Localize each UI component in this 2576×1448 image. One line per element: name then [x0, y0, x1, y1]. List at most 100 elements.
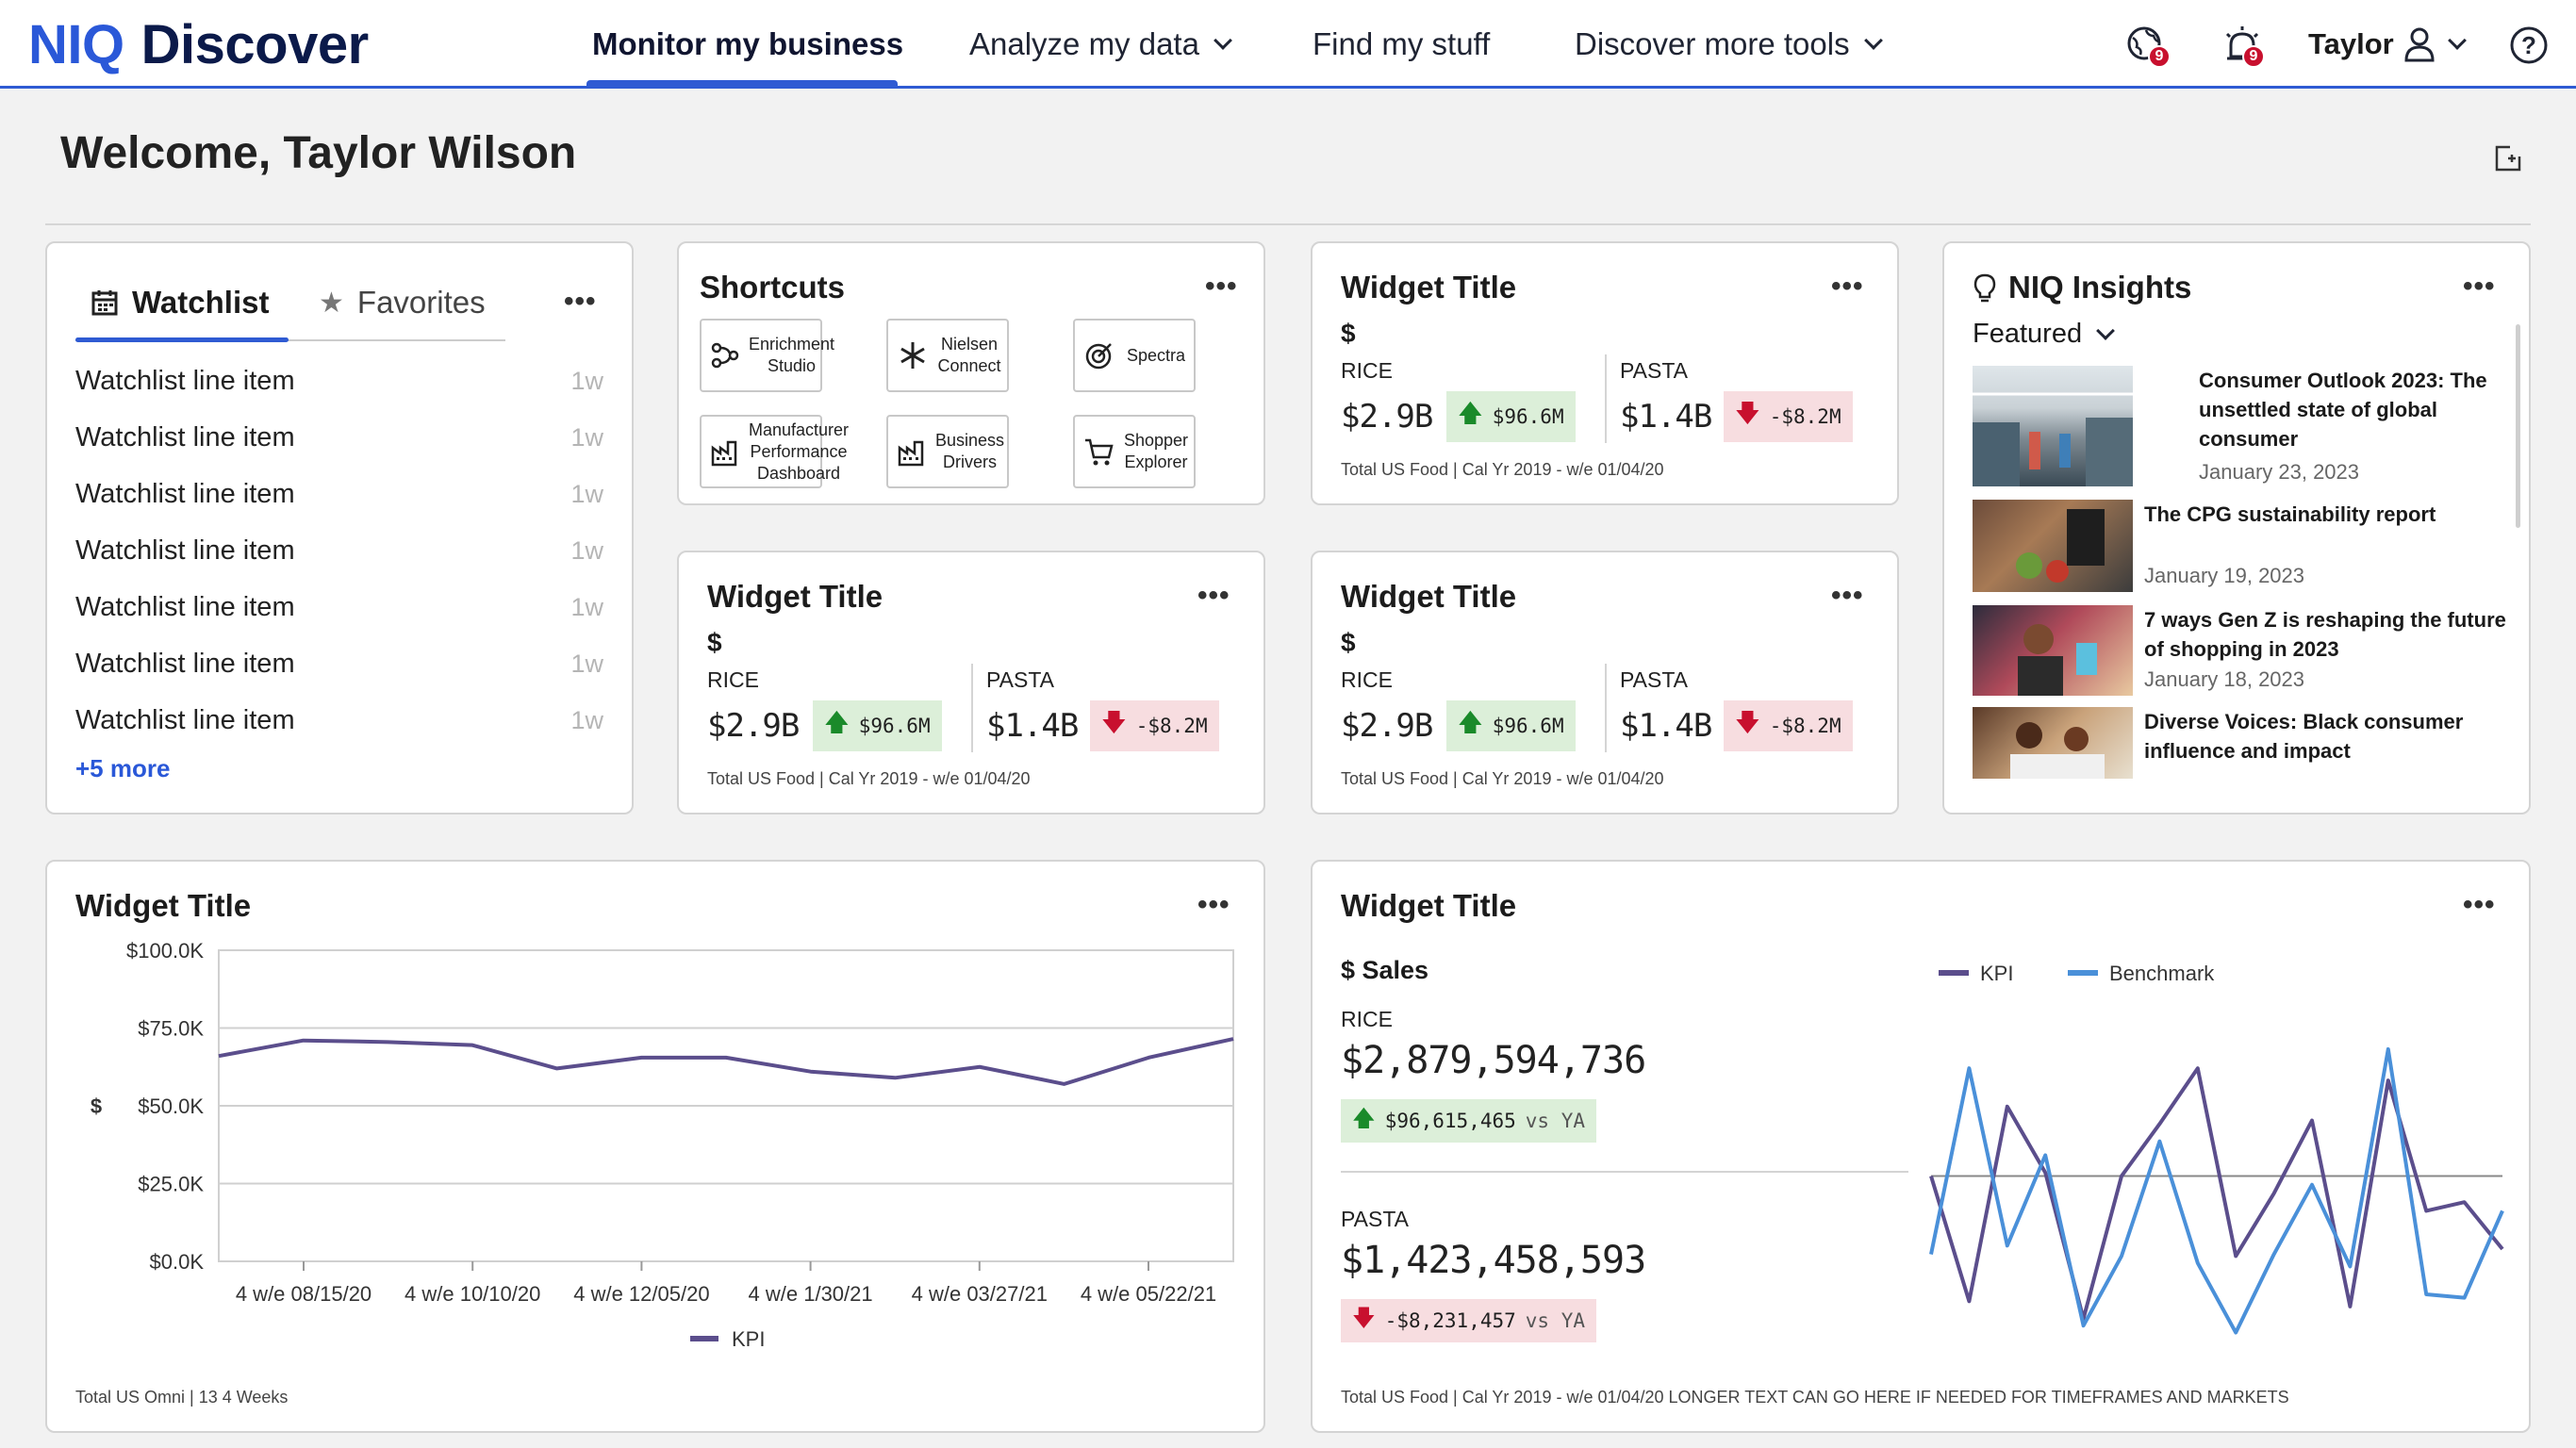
add-widget-button[interactable]: [2493, 143, 2523, 173]
shortcut-manufacturer-performance-dashboard[interactable]: Manufacturer Performance Dashboard: [700, 415, 849, 488]
arrow-up-icon: 🡅: [824, 709, 850, 737]
insight-title[interactable]: The CPG sustainability report: [2144, 502, 2436, 526]
nav-label: Analyze my data: [969, 26, 1199, 61]
change-chip-negative: 🡇 -$8.2M: [1090, 700, 1219, 751]
gen-z-image: [2018, 624, 2097, 696]
cart-icon: [1085, 438, 1114, 466]
widget-more-button[interactable]: [1197, 896, 1230, 918]
change-value: -$8,231,457: [1384, 1309, 1516, 1332]
change-chip-positive: 🡅 $96.6M: [1446, 391, 1576, 442]
change-value: -$8.2M: [1135, 715, 1208, 737]
insight-thumbnail[interactable]: [1973, 366, 2133, 486]
x-tick-label: 4 w/e 10/10/20: [405, 1282, 540, 1306]
alerts-button[interactable]: 9: [2221, 25, 2265, 68]
nav-find-my-stuff[interactable]: Find my stuff: [1313, 21, 1490, 68]
app-logo[interactable]: NIQ Discover: [28, 13, 369, 75]
tab-favorites[interactable]: ★ Favorites: [319, 279, 486, 326]
x-tick-label: 4 w/e 08/15/20: [236, 1282, 372, 1306]
pasta-label: PASTA: [1620, 358, 1688, 383]
svg-text:?: ?: [2521, 31, 2536, 59]
widget-more-button[interactable]: [1831, 277, 1864, 300]
shortcut-shopper-explorer[interactable]: Shopper Explorer: [1073, 415, 1196, 488]
list-item[interactable]: Watchlist line item 1w: [75, 419, 603, 456]
list-item[interactable]: Watchlist line item 1w: [75, 475, 603, 513]
y-tick-label: $0.0K: [150, 1250, 205, 1274]
list-item[interactable]: Watchlist line item 1w: [75, 645, 603, 683]
nav-label: Discover more tools: [1575, 26, 1850, 61]
rice-value: $2.9B: [1341, 398, 1433, 436]
page-title: Welcome, Taylor Wilson: [60, 128, 577, 178]
logo-discover-text: Discover: [140, 13, 370, 75]
currency-symbol: $: [707, 628, 722, 657]
arrow-up-icon: 🡅: [1458, 709, 1483, 737]
pasta-value: $1.4B: [1620, 707, 1712, 745]
insight-date: January 19, 2023: [2144, 564, 2305, 587]
list-item[interactable]: Watchlist line item 1w: [75, 362, 603, 400]
watchlist-item-age: 1w: [570, 535, 603, 565]
pasta-label: PASTA: [986, 667, 1054, 692]
shortcut-spectra[interactable]: Spectra: [1073, 319, 1196, 392]
watchlist-item-label: Watchlist line item: [75, 648, 295, 679]
nav-monitor-my-business[interactable]: Monitor my business: [592, 21, 903, 68]
sales-subtitle: $ Sales: [1341, 956, 1429, 984]
help-button[interactable]: ?: [2508, 25, 2550, 66]
help-icon: ?: [2510, 26, 2548, 64]
arrow-up-icon: 🡅: [1352, 1104, 1376, 1131]
insight-thumbnail[interactable]: [1973, 500, 2133, 592]
watchlist-item-age: 1w: [570, 592, 603, 621]
insight-date: January 18, 2023: [2144, 667, 2305, 691]
tab-watchlist[interactable]: Watchlist: [91, 279, 269, 326]
active-nav-indicator: [586, 80, 898, 89]
featured-dropdown[interactable]: Featured: [1973, 319, 2115, 350]
insight-title[interactable]: 7 ways Gen Z is reshaping the future of …: [2144, 608, 2506, 661]
top-nav-bar: NIQ Discover Monitor my business Analyze…: [0, 0, 2576, 89]
nav-label: Monitor my business: [592, 26, 904, 61]
shortcut-label: Enrichment Studio: [749, 335, 835, 375]
list-item[interactable]: Watchlist line item 1w: [75, 588, 603, 626]
insight-thumbnail[interactable]: [1973, 605, 2133, 696]
watchlist-item-age: 1w: [570, 422, 603, 452]
insights-scrollbar[interactable]: [2516, 324, 2520, 528]
widget-more-button[interactable]: [2463, 896, 2496, 918]
change-chip-positive: 🡅 $96.6M: [1446, 700, 1576, 751]
user-menu[interactable]: Taylor: [2308, 21, 2467, 68]
show-more-link[interactable]: +5 more: [75, 754, 171, 782]
insight-title[interactable]: Consumer Outlook 2023: The unsettled sta…: [2199, 369, 2487, 451]
insight-date: January 23, 2023: [2199, 460, 2360, 484]
legend-label: KPI: [732, 1327, 765, 1351]
widget-more-button[interactable]: [1831, 586, 1864, 609]
asterisk-icon: [900, 342, 925, 369]
list-item[interactable]: Watchlist line item 1w: [75, 532, 603, 569]
change-value: $96,615,465: [1384, 1110, 1516, 1132]
rice-label: RICE: [707, 667, 759, 692]
kpi-benchmark-chart: KPI Benchmark: [1929, 962, 2504, 1335]
shortcut-business-drivers[interactable]: Business Drivers: [886, 415, 1009, 488]
shortcut-nielsen-connect[interactable]: Nielsen Connect: [886, 319, 1009, 392]
nav-discover-more-tools[interactable]: Discover more tools: [1575, 21, 1883, 68]
shortcuts-more-button[interactable]: [1205, 277, 1238, 300]
chevron-down-icon: [2447, 31, 2467, 50]
insights-more-button[interactable]: [2463, 277, 2496, 300]
logo-niq-text: NIQ: [28, 13, 124, 75]
change-value: -$8.2M: [1769, 405, 1841, 428]
rice-label: RICE: [1341, 358, 1393, 383]
y-tick-label: $50.0K: [138, 1094, 204, 1118]
news-notifications-button[interactable]: 9: [2125, 25, 2171, 68]
widget-title: Widget Title: [1341, 579, 1517, 614]
nav-label: Find my stuff: [1313, 26, 1491, 61]
watchlist-more-button[interactable]: [564, 292, 597, 315]
list-item[interactable]: Watchlist line item 1w: [75, 701, 603, 739]
legend-label: KPI: [1980, 962, 2013, 985]
tab-active-indicator: [75, 337, 289, 342]
chevron-down-icon: [1214, 31, 1232, 50]
insight-thumbnail[interactable]: [1973, 707, 2133, 779]
widget-more-button[interactable]: [1197, 586, 1230, 609]
kpi-line-chart: $100.0K $75.0K $50.0K $25.0K $0.0K $4 w/e 08/…: [91, 939, 1234, 1351]
kpi-series-line: [218, 1037, 1234, 1086]
metric-divider: [1341, 1171, 1908, 1173]
arrow-up-icon: 🡅: [1458, 400, 1483, 428]
shortcut-enrichment-studio[interactable]: Enrichment Studio: [700, 319, 834, 392]
nav-analyze-my-data[interactable]: Analyze my data: [969, 21, 1232, 68]
insight-title[interactable]: Diverse Voices: Black consumer influence…: [2144, 710, 2464, 763]
y-tick-label: $100.0K: [126, 939, 204, 963]
